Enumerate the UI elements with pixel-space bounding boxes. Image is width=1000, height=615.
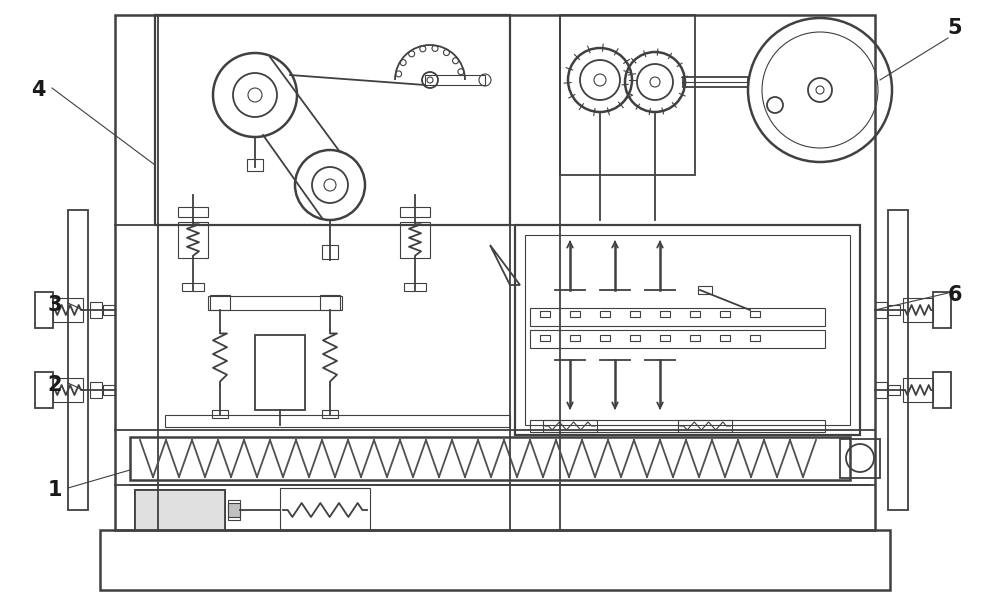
- Bar: [130, 437, 850, 480]
- Bar: [100, 530, 890, 590]
- Bar: [933, 292, 951, 328]
- Bar: [212, 410, 228, 418]
- Bar: [543, 420, 597, 432]
- Bar: [875, 382, 887, 398]
- Bar: [322, 410, 338, 418]
- Bar: [678, 420, 732, 432]
- Bar: [840, 439, 880, 478]
- Text: 3: 3: [48, 295, 62, 315]
- Bar: [135, 490, 225, 530]
- Bar: [35, 372, 53, 408]
- Bar: [103, 305, 115, 315]
- Bar: [53, 378, 83, 402]
- Bar: [68, 210, 88, 510]
- Bar: [875, 302, 887, 318]
- Bar: [630, 335, 640, 341]
- Bar: [208, 296, 342, 310]
- Bar: [525, 235, 850, 425]
- Bar: [115, 15, 875, 530]
- Bar: [35, 292, 53, 328]
- Bar: [530, 308, 825, 326]
- Bar: [322, 245, 338, 259]
- Bar: [903, 298, 933, 322]
- Bar: [90, 382, 102, 398]
- Bar: [90, 302, 102, 318]
- Bar: [178, 207, 208, 217]
- Bar: [888, 385, 900, 395]
- Bar: [178, 222, 208, 258]
- Bar: [570, 311, 580, 317]
- Bar: [903, 378, 933, 402]
- Bar: [888, 305, 900, 315]
- Bar: [165, 415, 510, 427]
- Bar: [425, 75, 485, 85]
- Text: 4: 4: [31, 80, 45, 100]
- Bar: [247, 159, 263, 171]
- Bar: [530, 330, 825, 348]
- Bar: [515, 225, 860, 435]
- Bar: [660, 311, 670, 317]
- Bar: [320, 295, 340, 310]
- Text: 2: 2: [48, 375, 62, 395]
- Bar: [135, 490, 225, 530]
- Bar: [630, 311, 640, 317]
- Bar: [280, 488, 370, 530]
- Bar: [660, 335, 670, 341]
- Bar: [600, 311, 610, 317]
- Bar: [690, 335, 700, 341]
- Bar: [228, 500, 240, 520]
- Bar: [888, 210, 908, 510]
- Bar: [404, 283, 426, 291]
- Text: 1: 1: [48, 480, 62, 500]
- Bar: [750, 311, 760, 317]
- Bar: [53, 298, 83, 322]
- Bar: [530, 420, 825, 432]
- Bar: [155, 15, 510, 225]
- Bar: [750, 335, 760, 341]
- Bar: [210, 295, 230, 310]
- Bar: [103, 385, 115, 395]
- Bar: [720, 311, 730, 317]
- Text: 6: 6: [948, 285, 962, 305]
- Bar: [540, 311, 550, 317]
- Bar: [400, 207, 430, 217]
- Bar: [720, 335, 730, 341]
- Bar: [690, 311, 700, 317]
- Bar: [182, 283, 204, 291]
- Bar: [228, 503, 240, 517]
- Text: 5: 5: [948, 18, 962, 38]
- Bar: [540, 335, 550, 341]
- Bar: [400, 222, 430, 258]
- Bar: [570, 335, 580, 341]
- Bar: [560, 15, 695, 175]
- Bar: [255, 335, 305, 410]
- Bar: [600, 335, 610, 341]
- Bar: [933, 372, 951, 408]
- Bar: [698, 286, 712, 294]
- Bar: [683, 77, 748, 87]
